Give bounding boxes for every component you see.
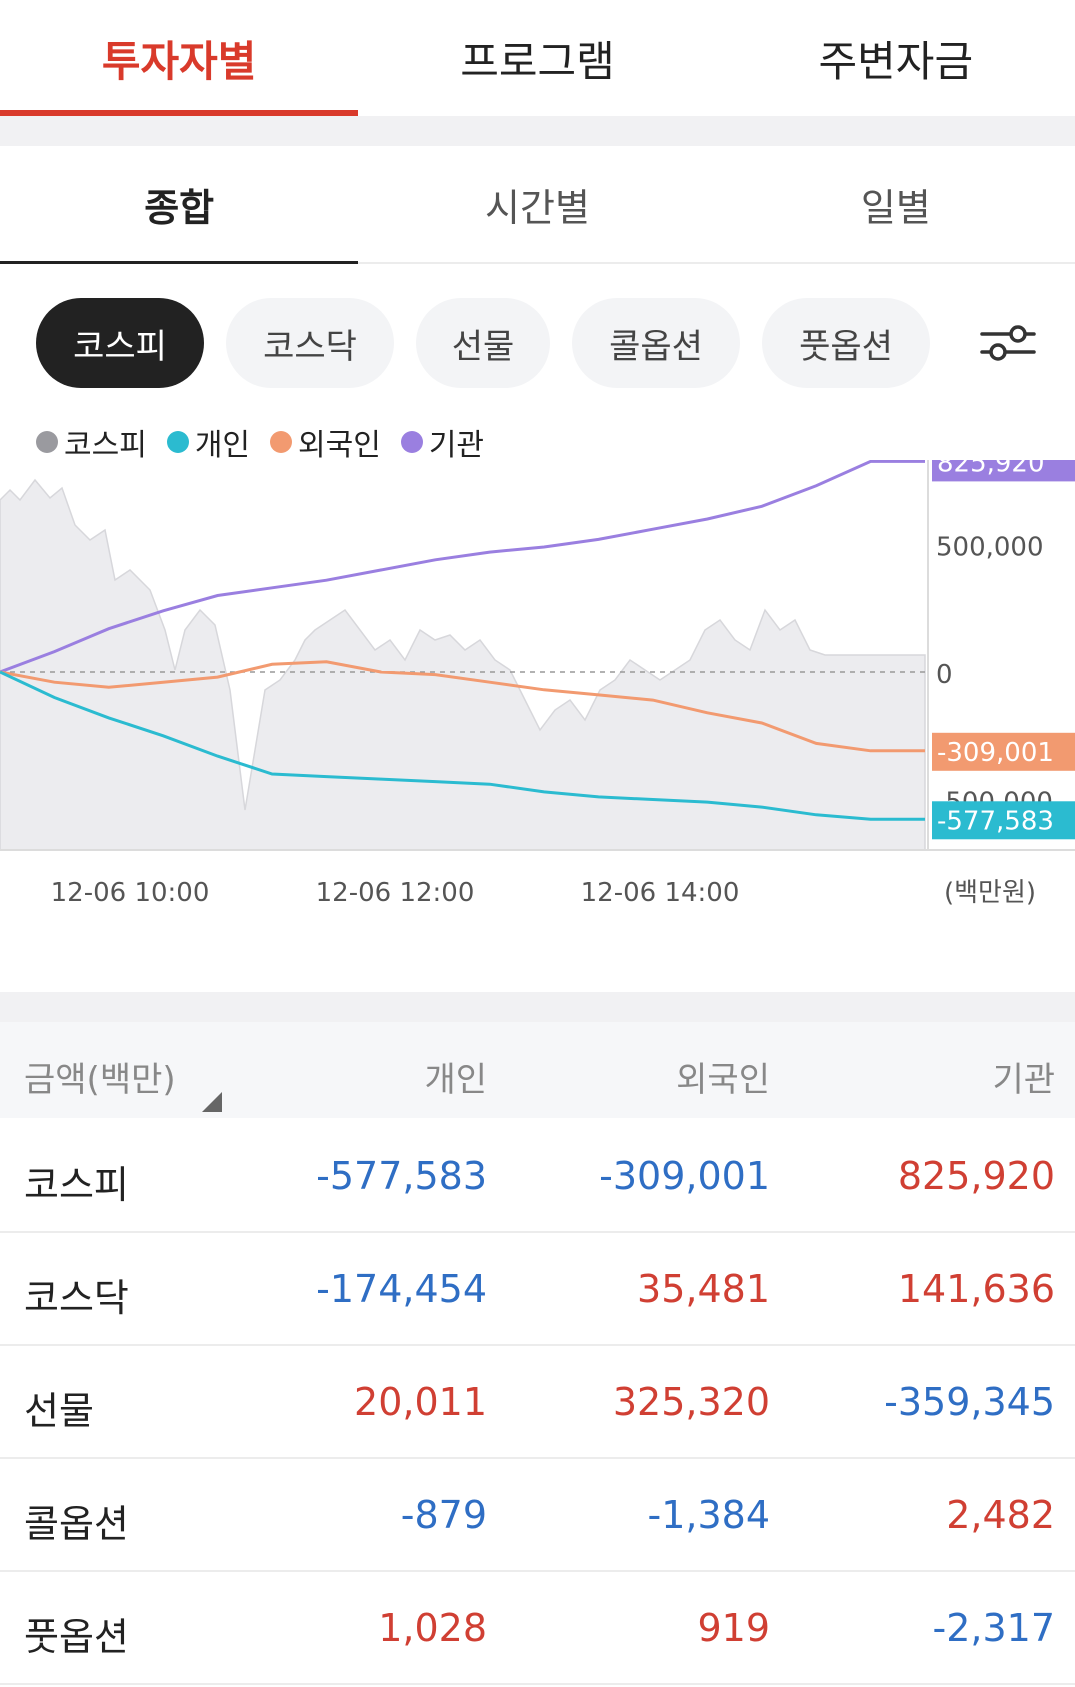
investor-tabs: 투자자별 프로그램 주변자금 — [0, 0, 1075, 116]
chip-call-option[interactable]: 콜옵션 — [572, 298, 740, 388]
tab-overall[interactable]: 종합 — [0, 146, 359, 264]
legend-label: 코스피 — [64, 428, 147, 463]
legend-item-kospi: 코스피 — [36, 420, 147, 464]
chart-x-axis-labels: 12-06 10:00 12-06 12:00 12-06 14:00 (백만원) — [51, 878, 1036, 908]
tab-surrounding-funds[interactable]: 주변자금 — [818, 36, 974, 86]
table-header: 금액(백만) 개인 외국인 기관 — [0, 1022, 1075, 1118]
chip-put-option[interactable]: 풋옵션 — [762, 298, 930, 388]
end-label-bg — [932, 801, 1075, 840]
cell-individual: -879 — [400, 1493, 487, 1537]
legend-label: 외국인 — [298, 428, 381, 463]
table-row[interactable]: 풋옵션 1,028 919 -2,317 — [0, 1572, 1075, 1685]
table-row[interactable]: 코스닥 -174,454 35,481 141,636 — [0, 1233, 1075, 1346]
sort-triangle-icon[interactable] — [202, 1092, 222, 1112]
cell-institution: 825,920 — [897, 1154, 1055, 1198]
cell-institution: 2,482 — [946, 1493, 1055, 1537]
series-line-1 — [0, 660, 925, 753]
legend-dot — [166, 431, 189, 453]
chart-legend: 코스피 개인 외국인 기관 — [36, 420, 484, 464]
tab-by-investor[interactable]: 투자자별 — [0, 0, 359, 116]
cell-individual: 20,011 — [354, 1380, 487, 1424]
header-institution: 기관 — [992, 1060, 1055, 1100]
end-label-bg — [932, 732, 1075, 771]
cell-foreign: 325,320 — [612, 1380, 770, 1424]
series-line-0 — [0, 460, 925, 674]
tab-daily[interactable]: 일별 — [860, 185, 931, 230]
cell-foreign: -309,001 — [599, 1154, 770, 1198]
y-tick-label: 0 — [936, 660, 953, 690]
row-label: 선물 — [24, 1389, 94, 1433]
end-label: 825,920 — [937, 460, 1045, 478]
table-row[interactable]: 콜옵션 -879 -1,384 2,482 — [0, 1459, 1075, 1572]
cell-institution: -359,345 — [884, 1380, 1055, 1424]
tab-hourly[interactable]: 시간별 — [485, 185, 590, 230]
end-label: -309,001 — [937, 738, 1054, 768]
section-divider — [0, 116, 1075, 146]
period-tabs: 종합 시간별 일별 — [0, 146, 1075, 264]
legend-item-institution: 기관 — [400, 420, 485, 464]
header-amount[interactable]: 금액(백만) — [24, 1060, 176, 1100]
chart-gridlines — [0, 460, 1075, 851]
legend-label: 개인 — [194, 428, 251, 463]
market-chips: 코스피 코스닥 선물 콜옵션 풋옵션 — [36, 298, 930, 388]
x-tick-label: 12-06 10:00 — [51, 878, 210, 908]
chart-series-lines — [0, 460, 925, 821]
chip-futures[interactable]: 선물 — [416, 298, 550, 388]
chip-kospi[interactable]: 코스피 — [36, 298, 204, 388]
legend-item-foreign: 외국인 — [270, 420, 381, 464]
table-row[interactable]: 선물 20,011 325,320 -359,345 — [0, 1346, 1075, 1459]
header-individual: 개인 — [424, 1060, 487, 1100]
section-divider — [0, 992, 1075, 1022]
legend-label: 기관 — [428, 428, 485, 463]
x-tick-label: 12-06 12:00 — [316, 878, 475, 908]
kospi-index-area — [0, 478, 926, 851]
cell-foreign: -1,384 — [647, 1493, 771, 1537]
row-label: 코스닥 — [24, 1276, 129, 1320]
end-label: -577,583 — [937, 806, 1054, 836]
cell-individual: 1,028 — [378, 1606, 487, 1650]
row-label: 코스피 — [24, 1163, 129, 1207]
end-label-bg — [932, 460, 1075, 482]
cell-individual: -174,454 — [316, 1267, 487, 1311]
unit-label: (백만원) — [944, 878, 1036, 908]
legend-dot — [270, 431, 293, 453]
row-label: 콜옵션 — [24, 1502, 129, 1546]
cell-institution: -2,317 — [932, 1606, 1056, 1650]
header-foreign: 외국인 — [676, 1060, 770, 1100]
legend-dot — [400, 431, 423, 453]
x-tick-label: 12-06 14:00 — [581, 878, 740, 908]
cell-foreign: 919 — [697, 1606, 770, 1650]
legend-item-individual: 개인 — [166, 420, 251, 464]
cell-institution: 141,636 — [897, 1267, 1055, 1311]
table-row[interactable]: 코스피 -577,583 -309,001 825,920 — [0, 1120, 1075, 1233]
tab-program[interactable]: 프로그램 — [460, 36, 615, 86]
y-tick-label: 500,000 — [936, 533, 1044, 563]
filter-settings-icon[interactable] — [980, 318, 1036, 368]
cell-individual: -577,583 — [316, 1154, 487, 1198]
series-line-2 — [0, 670, 925, 821]
chip-kosdaq[interactable]: 코스닥 — [226, 298, 394, 388]
cell-foreign: 35,481 — [637, 1267, 770, 1311]
chart-end-labels: 825,920 -309,001 -577,583 — [932, 460, 1075, 840]
row-label: 풋옵션 — [24, 1615, 129, 1659]
legend-dot — [36, 431, 58, 453]
